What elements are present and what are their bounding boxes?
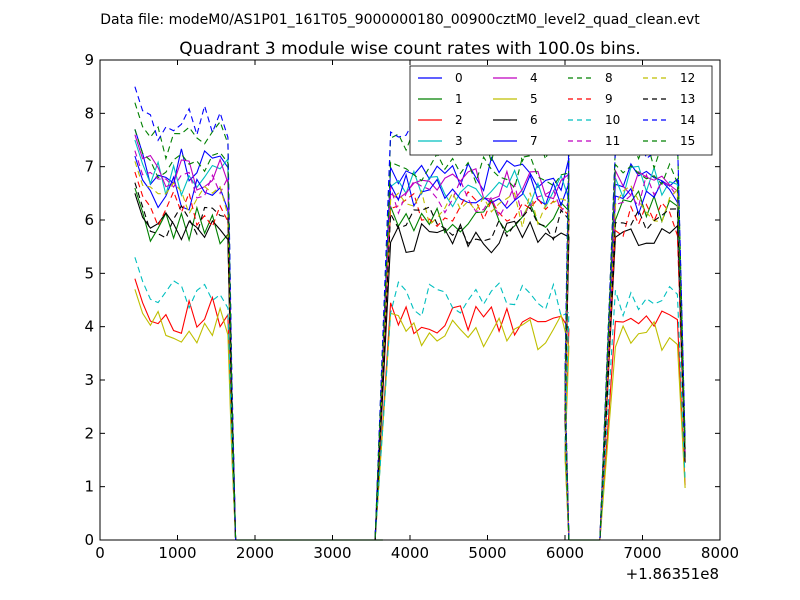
series-line-1 xyxy=(134,187,686,541)
legend-label-11: 11 xyxy=(605,134,620,148)
legend-label-7: 7 xyxy=(530,134,538,148)
legend-label-2: 2 xyxy=(455,113,463,127)
series-line-13 xyxy=(134,182,686,541)
series-line-10 xyxy=(134,257,686,541)
y-tick-label: 4 xyxy=(84,318,94,336)
chart-title: Quadrant 3 module wise count rates with … xyxy=(179,39,640,59)
y-tick-label: 0 xyxy=(84,531,94,549)
legend-label-14: 14 xyxy=(680,113,695,127)
series-line-5 xyxy=(134,289,686,541)
legend-box xyxy=(409,65,713,156)
legend-label-10: 10 xyxy=(605,113,620,127)
legend-label-8: 8 xyxy=(605,71,613,85)
legend-label-5: 5 xyxy=(530,92,538,106)
x-tick-label: 5000 xyxy=(468,544,506,562)
legend-label-9: 9 xyxy=(605,92,613,106)
x-offset-label: +1.86351e8 xyxy=(626,565,719,583)
y-tick-label: 6 xyxy=(84,211,94,229)
axes-layer: 0 1000 2000 3000 4000 5000 6000 7000 80000123456… xyxy=(84,51,739,562)
x-tick-label: 0 xyxy=(95,544,105,562)
y-tick-label: 8 xyxy=(84,104,94,122)
y-tick-label: 5 xyxy=(84,264,94,282)
x-tick-label: 6000 xyxy=(546,544,584,562)
y-tick-label: 9 xyxy=(84,51,94,69)
x-tick-label: 2000 xyxy=(236,544,274,562)
y-tick-label: 1 xyxy=(84,478,94,496)
series-line-9 xyxy=(134,171,686,541)
x-tick-label: 7000 xyxy=(623,544,661,562)
legend-label-4: 4 xyxy=(530,71,538,85)
x-tick-label: 1000 xyxy=(158,544,196,562)
series-line-7 xyxy=(134,155,686,541)
y-tick-label: 2 xyxy=(84,424,94,442)
legend-label-3: 3 xyxy=(455,134,463,148)
legend-label-6: 6 xyxy=(530,113,538,127)
legend-label-15: 15 xyxy=(680,134,695,148)
suptitle: Data file: modeM0/AS1P01_161T05_90000001… xyxy=(100,12,700,28)
legend-label-12: 12 xyxy=(680,71,695,85)
legend-label-0: 0 xyxy=(455,71,463,85)
y-tick-label: 7 xyxy=(84,158,94,176)
y-tick-label: 3 xyxy=(84,371,94,389)
series-line-12 xyxy=(134,161,686,541)
x-tick-label: 8000 xyxy=(701,544,739,562)
legend-label-1: 1 xyxy=(455,92,463,106)
series-line-2 xyxy=(134,278,686,541)
x-tick-label: 3000 xyxy=(313,544,351,562)
series-line-15 xyxy=(134,129,686,541)
legend-label-13: 13 xyxy=(680,92,695,106)
x-tick-label: 4000 xyxy=(391,544,429,562)
